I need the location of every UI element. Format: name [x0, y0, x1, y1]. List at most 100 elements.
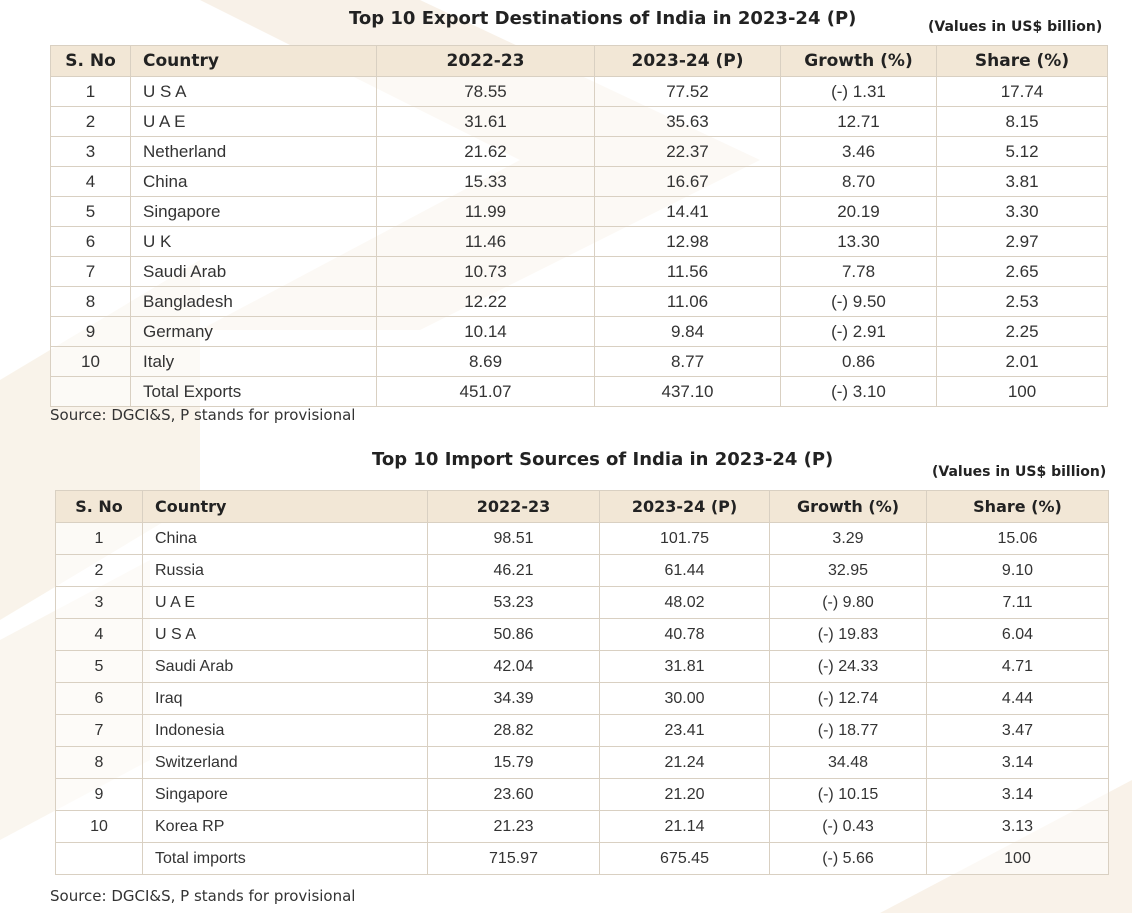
total-row: Total Exports 451.07 437.10 (-) 3.10 100	[50, 376, 1108, 407]
cell-2023-24: 35.63	[594, 106, 781, 137]
cell-growth: (-) 9.80	[769, 586, 927, 619]
cell-share: 2.97	[936, 226, 1108, 257]
cell-sno: 10	[50, 346, 131, 377]
cell-2023-24: 8.77	[594, 346, 781, 377]
cell-country: Saudi Arab	[130, 256, 377, 287]
cell-country: Netherland	[130, 136, 377, 167]
import-table-title: Top 10 Import Sources of India in 2023-2…	[372, 449, 834, 470]
cell-2022-23: 78.55	[376, 76, 595, 107]
cell-sno: 3	[55, 586, 143, 619]
cell-share: 3.14	[926, 746, 1109, 779]
cell-growth: 8.70	[780, 166, 937, 197]
cell-sno: 9	[55, 778, 143, 811]
cell-country: U A E	[130, 106, 377, 137]
cell-2023-24: 675.45	[599, 842, 770, 875]
cell-growth: (-) 10.15	[769, 778, 927, 811]
cell-2023-24: 437.10	[594, 376, 781, 407]
cell-growth: 3.46	[780, 136, 937, 167]
col-header-country: Country	[130, 45, 377, 77]
import-table-body: 1 China 98.51 101.75 3.29 15.06 2 Russia 46.21 61…	[55, 522, 1109, 875]
table-row: 9 Singapore 23.60 21.20 (-) 10.15 3.14	[55, 778, 1109, 811]
cell-share: 2.25	[936, 316, 1108, 347]
cell-sno: 4	[50, 166, 131, 197]
cell-2023-24: 14.41	[594, 196, 781, 227]
cell-growth: 34.48	[769, 746, 927, 779]
cell-2022-23: 715.97	[427, 842, 600, 875]
col-header-growth: Growth (%)	[769, 490, 927, 523]
cell-sno: 5	[55, 650, 143, 683]
cell-country: China	[130, 166, 377, 197]
table-row: 5 Singapore 11.99 14.41 20.19 3.30	[50, 196, 1108, 227]
cell-share: 4.71	[926, 650, 1109, 683]
table-row: 4 China 15.33 16.67 8.70 3.81	[50, 166, 1108, 197]
export-table-title: Top 10 Export Destinations of India in 2…	[349, 8, 857, 29]
col-header-growth: Growth (%)	[780, 45, 937, 77]
table-row: 10 Korea RP 21.23 21.14 (-) 0.43 3.13	[55, 810, 1109, 843]
cell-growth: (-) 0.43	[769, 810, 927, 843]
col-header-2023-24: 2023-24 (P)	[594, 45, 781, 77]
cell-sno: 2	[50, 106, 131, 137]
cell-country: Russia	[142, 554, 428, 587]
cell-2023-24: 21.24	[599, 746, 770, 779]
export-destinations-table: S. No Country 2022-23 2023-24 (P) Growth…	[50, 45, 1108, 407]
cell-share: 3.13	[926, 810, 1109, 843]
cell-2023-24: 12.98	[594, 226, 781, 257]
table-row: 1 China 98.51 101.75 3.29 15.06	[55, 522, 1109, 555]
table-row: 5 Saudi Arab 42.04 31.81 (-) 24.33 4.71	[55, 650, 1109, 683]
cell-sno: 6	[50, 226, 131, 257]
cell-sno: 4	[55, 618, 143, 651]
cell-country: U S A	[130, 76, 377, 107]
table-row: 6 Iraq 34.39 30.00 (-) 12.74 4.44	[55, 682, 1109, 715]
cell-share: 9.10	[926, 554, 1109, 587]
cell-growth: 20.19	[780, 196, 937, 227]
table-row: 7 Saudi Arab 10.73 11.56 7.78 2.65	[50, 256, 1108, 287]
import-units-note: (Values in US$ billion)	[932, 464, 1107, 480]
col-header-sno: S. No	[55, 490, 143, 523]
cell-2022-23: 11.46	[376, 226, 595, 257]
cell-2022-23: 98.51	[427, 522, 600, 555]
import-source-note: Source: DGCI&S, P stands for provisional	[50, 887, 356, 905]
cell-share: 3.47	[926, 714, 1109, 747]
cell-country: Total imports	[142, 842, 428, 875]
cell-growth: (-) 18.77	[769, 714, 927, 747]
cell-growth: 12.71	[780, 106, 937, 137]
cell-2023-24: 31.81	[599, 650, 770, 683]
cell-growth: (-) 9.50	[780, 286, 937, 317]
cell-2022-23: 28.82	[427, 714, 600, 747]
cell-2023-24: 16.67	[594, 166, 781, 197]
table-row: 9 Germany 10.14 9.84 (-) 2.91 2.25	[50, 316, 1108, 347]
cell-share: 7.11	[926, 586, 1109, 619]
cell-country: Bangladesh	[130, 286, 377, 317]
cell-growth: 7.78	[780, 256, 937, 287]
cell-2023-24: 48.02	[599, 586, 770, 619]
cell-2022-23: 31.61	[376, 106, 595, 137]
cell-2022-23: 21.62	[376, 136, 595, 167]
cell-2022-23: 53.23	[427, 586, 600, 619]
cell-growth: (-) 12.74	[769, 682, 927, 715]
cell-country: Total Exports	[130, 376, 377, 407]
cell-growth: (-) 1.31	[780, 76, 937, 107]
cell-share: 100	[936, 376, 1108, 407]
cell-share: 6.04	[926, 618, 1109, 651]
col-header-share: Share (%)	[936, 45, 1108, 77]
cell-2023-24: 9.84	[594, 316, 781, 347]
cell-2022-23: 12.22	[376, 286, 595, 317]
cell-share: 3.14	[926, 778, 1109, 811]
col-header-country: Country	[142, 490, 428, 523]
cell-2022-23: 50.86	[427, 618, 600, 651]
cell-sno: 1	[50, 76, 131, 107]
cell-sno: 7	[55, 714, 143, 747]
table-row: 3 Netherland 21.62 22.37 3.46 5.12	[50, 136, 1108, 167]
cell-2022-23: 21.23	[427, 810, 600, 843]
cell-share: 100	[926, 842, 1109, 875]
import-sources-table: S. No Country 2022-23 2023-24 (P) Growth…	[55, 490, 1109, 875]
cell-share: 3.30	[936, 196, 1108, 227]
cell-country: Italy	[130, 346, 377, 377]
cell-2023-24: 21.20	[599, 778, 770, 811]
cell-growth: (-) 5.66	[769, 842, 927, 875]
cell-2022-23: 451.07	[376, 376, 595, 407]
cell-2022-23: 10.14	[376, 316, 595, 347]
